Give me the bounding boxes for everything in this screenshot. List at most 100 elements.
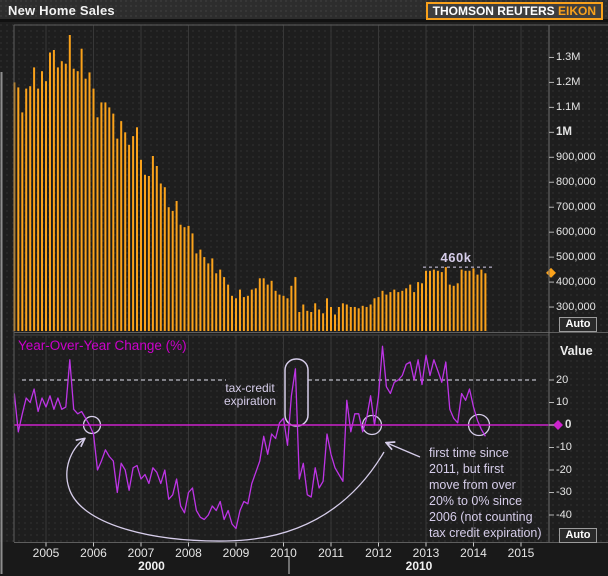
sales-bar [136,127,138,331]
y-axis-tick-label: 700,000 [556,200,596,213]
sales-bar [64,63,67,331]
sales-bar [84,78,87,331]
auto-scale-button-bottom-panel[interactable]: Auto [559,528,597,543]
sales-bar [326,298,328,331]
sales-bar [211,258,214,331]
sales-bar [464,270,467,331]
auto-scale-button-top-panel[interactable]: Auto [559,317,597,332]
sales-bar [242,297,245,331]
sales-bar [318,309,321,331]
sales-bar [345,304,348,331]
x-axis-year-label: 2013 [412,546,440,560]
sales-bar [258,278,261,331]
y-axis-tick-label: 1M [556,125,572,138]
sales-bar [116,138,119,331]
sales-bar [171,210,174,331]
sales-bar [413,292,416,331]
x-axis-year-label: 2005 [32,546,60,560]
x-axis-strip [0,542,608,576]
sales-bar [417,282,420,331]
sales-bar [266,284,269,331]
sales-bar [425,270,427,331]
sales-bar [33,67,36,332]
tax-credit-capsule [284,358,309,427]
sales-bar [369,304,372,331]
x-axis-year-label: 2012 [365,546,392,560]
y-axis-tick-label: 300,000 [556,300,596,313]
sales-bar [337,307,340,331]
sales-bar [377,297,380,331]
sales-bar [448,284,451,331]
current-value-diamond-bottom [553,420,563,430]
sales-bar [203,257,206,331]
sales-bar [151,156,154,331]
sales-bar [254,288,257,331]
sales-bar [306,310,309,331]
sales-bar [472,268,475,331]
sales-bar [56,67,59,332]
sales-bar [41,71,43,331]
sales-bar [128,144,131,331]
chart-header: New Home Sales THOMSON REUTERS EIKON [0,0,608,22]
y-axis-tick-label: 600,000 [556,225,596,238]
sales-bar [389,292,392,331]
sales-bar [227,284,230,331]
y-axis-tick-label: -40 [556,508,572,521]
x-axis-year-label: 2010 [270,546,297,560]
sales-bar [124,132,127,331]
sales-bar [286,298,289,331]
zero-cross-note-annotation: first time since 2011, but first move fr… [429,446,542,540]
page-title: New Home Sales [8,3,115,18]
sales-bar [45,81,47,331]
sales-bar [452,285,455,331]
y-axis-tick-label: -10 [556,441,572,453]
sales-bar [401,290,404,331]
yoy-panel-title: Year-Over-Year Change (%) [18,338,187,353]
sales-bar [207,263,210,331]
sales-bar [144,174,146,331]
sales-bar [239,289,241,331]
x-axis-year-label: 2011 [318,546,344,560]
level-annotation-460k: 460k [440,250,472,265]
sales-bar [310,312,313,331]
y-axis-tick-label: -20 [556,463,572,476]
sales-bar [365,307,368,331]
sales-bar [92,88,95,331]
x-axis-decade-label: 2010 [405,559,433,573]
y-axis-tick-label: 900,000 [556,150,596,163]
sales-bar [476,274,479,331]
brand-name: THOMSON REUTERS [432,4,555,18]
sales-bar [440,272,443,331]
sales-bar [314,303,317,331]
sales-bar [21,112,24,332]
sales-bar [29,86,32,331]
sales-bar [215,273,218,331]
note-arrow [387,443,421,458]
sales-bar [361,305,364,331]
sales-bar [444,267,447,331]
sales-bar [25,88,28,331]
y-axis-tick-label: 20 [556,373,569,386]
sales-bar [298,312,301,331]
sales-bar [432,269,435,331]
sales-bar [183,227,186,331]
sales-bar [191,233,194,331]
sales-bar [235,298,237,331]
sales-bar [132,136,135,331]
yoy-line [13,345,486,530]
sales-bar [219,269,222,331]
sales-bar [199,249,202,331]
sales-bar [262,278,265,331]
sales-bar [68,35,71,331]
sales-bar [397,292,400,331]
sales-bar [147,176,150,331]
sales-bar [175,201,178,331]
sales-bar [37,88,40,331]
tax-credit-annotation: tax-credit expiration [223,381,277,408]
sales-bar [17,87,20,332]
brand-product-name: EIKON [557,4,596,18]
sales-bar [409,284,412,331]
sales-bar [294,277,297,331]
